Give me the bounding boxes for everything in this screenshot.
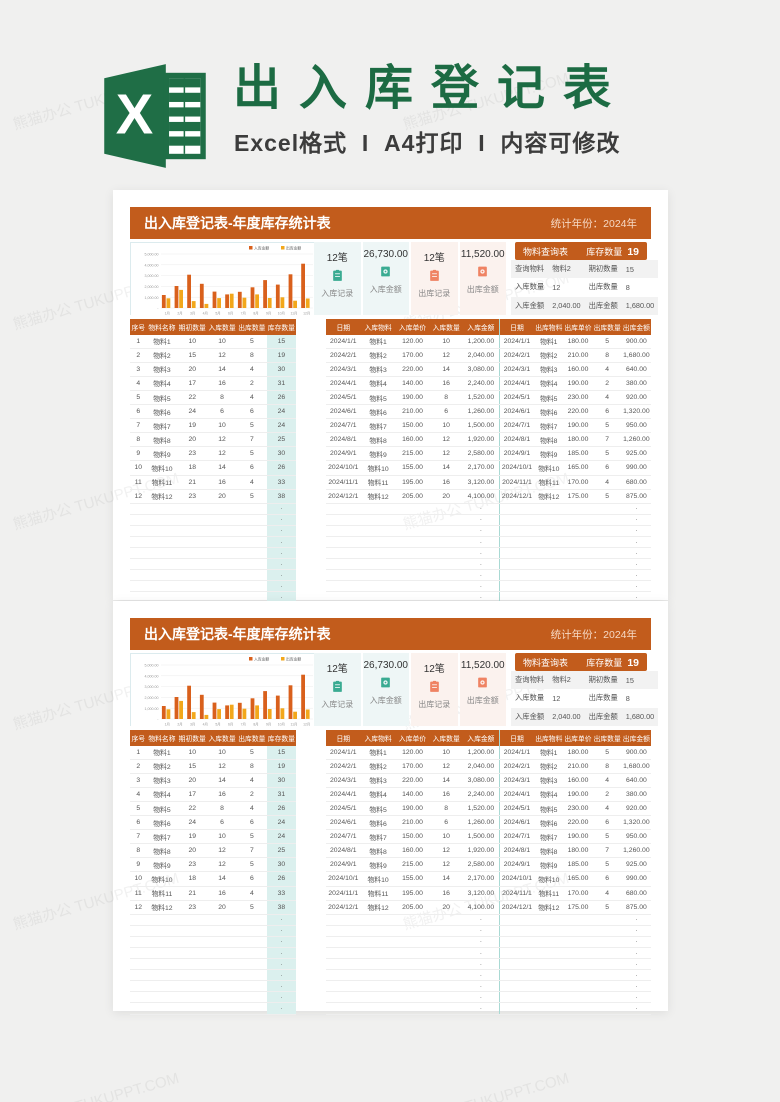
svg-text:1月: 1月 bbox=[165, 723, 170, 727]
svg-text:4,000.00: 4,000.00 bbox=[145, 674, 159, 678]
svg-text:1,000.00: 1,000.00 bbox=[145, 707, 159, 711]
svg-text:3月: 3月 bbox=[190, 312, 195, 316]
svg-text:入库金额: 入库金额 bbox=[254, 245, 269, 250]
svg-text:9月: 9月 bbox=[266, 723, 271, 727]
svg-text:出库金额: 出库金额 bbox=[286, 245, 301, 250]
svg-text:7月: 7月 bbox=[241, 723, 246, 727]
svg-text:10月: 10月 bbox=[278, 312, 285, 316]
svg-text:1,000.00: 1,000.00 bbox=[145, 296, 159, 300]
svg-text:1月: 1月 bbox=[165, 312, 170, 316]
svg-text:3,000.00: 3,000.00 bbox=[145, 274, 159, 278]
svg-text:12月: 12月 bbox=[303, 312, 310, 316]
svg-text:2月: 2月 bbox=[177, 723, 182, 727]
svg-text:4月: 4月 bbox=[203, 312, 208, 316]
svg-text:7月: 7月 bbox=[241, 312, 246, 316]
svg-text:5,000.00: 5,000.00 bbox=[145, 664, 159, 668]
svg-text:6月: 6月 bbox=[228, 312, 233, 316]
svg-text:12月: 12月 bbox=[303, 723, 310, 727]
svg-text:5月: 5月 bbox=[215, 723, 220, 727]
svg-text:11月: 11月 bbox=[291, 312, 298, 316]
svg-text:出库金额: 出库金额 bbox=[286, 656, 301, 661]
svg-text:9月: 9月 bbox=[266, 312, 271, 316]
svg-text:X: X bbox=[116, 82, 153, 145]
svg-text:5,000.00: 5,000.00 bbox=[145, 253, 159, 257]
svg-text:2月: 2月 bbox=[177, 312, 182, 316]
svg-text:8月: 8月 bbox=[253, 723, 258, 727]
svg-text:3,000.00: 3,000.00 bbox=[145, 685, 159, 689]
svg-text:5月: 5月 bbox=[215, 312, 220, 316]
svg-text:8月: 8月 bbox=[253, 312, 258, 316]
svg-text:4月: 4月 bbox=[203, 723, 208, 727]
svg-text:入库金额: 入库金额 bbox=[254, 656, 269, 661]
svg-text:2,000.00: 2,000.00 bbox=[145, 285, 159, 289]
svg-text:6月: 6月 bbox=[228, 723, 233, 727]
svg-text:11月: 11月 bbox=[291, 723, 298, 727]
svg-text:2,000.00: 2,000.00 bbox=[145, 696, 159, 700]
svg-text:10月: 10月 bbox=[278, 723, 285, 727]
svg-text:3月: 3月 bbox=[190, 723, 195, 727]
svg-text:4,000.00: 4,000.00 bbox=[145, 263, 159, 267]
